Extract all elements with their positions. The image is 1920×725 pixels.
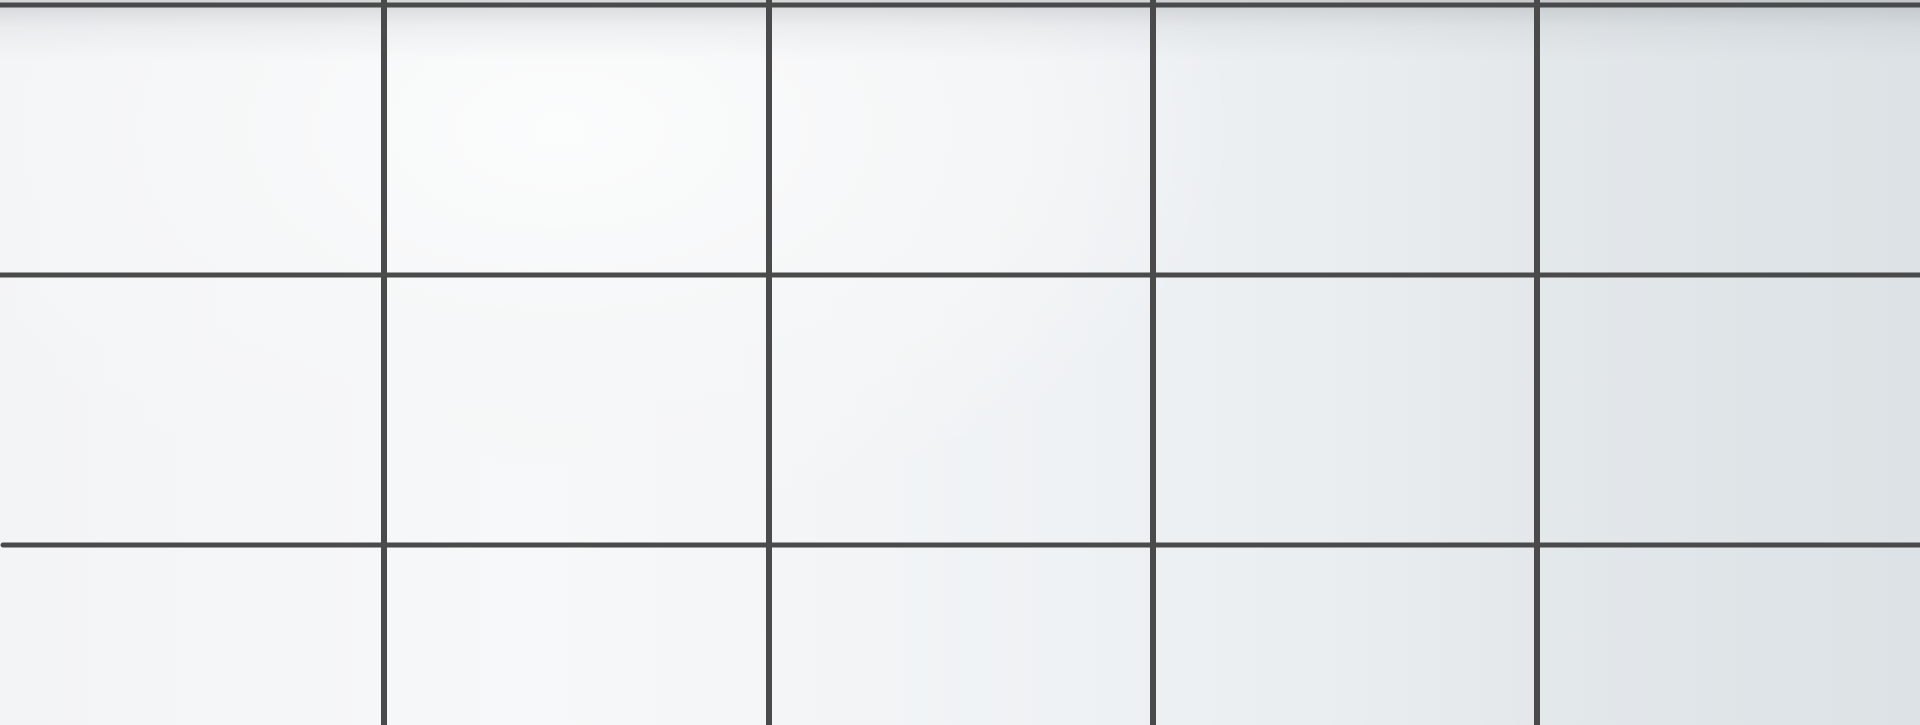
top-shadow [0, 0, 1920, 60]
bottom-shadow [0, 655, 1920, 725]
